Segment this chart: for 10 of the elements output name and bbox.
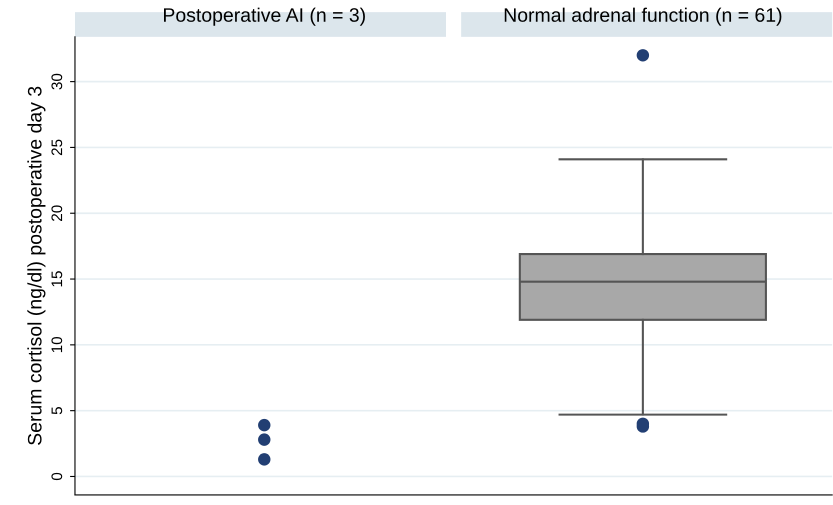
x-tick-label: Postoperative AI (n = 3): [164, 8, 365, 26]
y-tick-label: 0: [51, 472, 62, 480]
y-tick-label: 30: [51, 74, 62, 90]
y-tick-label: 25: [51, 140, 62, 156]
y-tick-label: 5: [52, 407, 62, 414]
y-tick-label: 20: [51, 205, 62, 221]
y-tick-label: 15: [52, 271, 62, 286]
y-axis-title: Serum cortisol (ng/dl) postoperative day 3: [27, 86, 46, 445]
y-tick-label: 10: [51, 336, 62, 352]
x-tick-label: Normal adrenal function (n = 61): [504, 8, 782, 26]
